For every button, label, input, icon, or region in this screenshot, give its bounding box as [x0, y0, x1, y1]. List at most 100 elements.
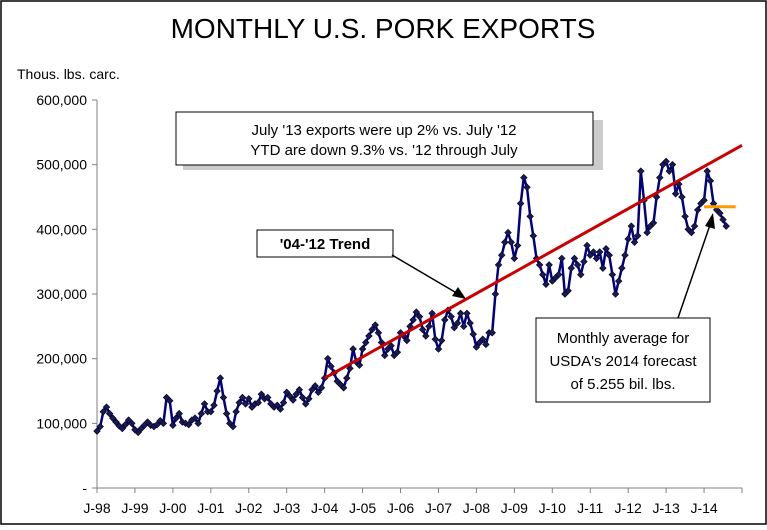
data-point [308, 385, 316, 394]
x-tick-label: J-12 [615, 500, 642, 516]
data-point [706, 177, 715, 185]
data-point [599, 264, 607, 272]
data-point [529, 232, 538, 240]
data-point [589, 248, 598, 256]
forecast-callout-arrow-line [677, 221, 712, 319]
data-point [567, 264, 575, 272]
y-tick-label: 500,000 [36, 157, 87, 173]
data-point [197, 409, 206, 418]
x-tick-label: J-00 [159, 500, 186, 516]
data-point [241, 400, 250, 408]
data-point [112, 418, 120, 426]
trend-callout: '04-'12 Trend [256, 229, 466, 299]
data-point [314, 388, 323, 397]
data-point [523, 183, 531, 192]
summary-text-line1: July '13 exports were up 2% vs. July '12 [251, 122, 516, 139]
data-point [358, 345, 367, 353]
data-point [349, 345, 357, 353]
x-tick-label: J-06 [387, 500, 414, 516]
data-point [624, 235, 632, 243]
forecast-callout: Monthly average for USDA's 2014 forecast… [535, 213, 715, 403]
x-tick-label: J-03 [273, 500, 300, 516]
data-point [456, 309, 465, 318]
data-point [497, 251, 506, 259]
data-point [245, 395, 253, 403]
x-tick-label: J-04 [311, 500, 338, 516]
data-point [662, 157, 670, 166]
x-tick-label: J-98 [83, 500, 110, 516]
x-tick-label: J-08 [463, 500, 490, 516]
data-point [535, 261, 544, 269]
data-point [633, 232, 642, 240]
data-point [415, 312, 424, 321]
data-point [311, 382, 319, 390]
data-point [222, 409, 231, 418]
data-point [305, 395, 313, 403]
data-point [276, 405, 285, 413]
data-point [264, 393, 272, 402]
axes: - 100,000 200,000 300,000 400,000 500,000 600,… [36, 92, 743, 516]
data-point [595, 248, 604, 256]
data-point [592, 254, 601, 263]
data-point [93, 427, 101, 435]
x-tick-label: J-09 [501, 500, 528, 516]
data-point [254, 398, 262, 407]
data-point [279, 398, 288, 407]
data-point [649, 219, 658, 227]
x-tick-label: J-01 [197, 500, 224, 516]
data-point [671, 190, 680, 198]
data-point [207, 407, 215, 416]
data-point [605, 251, 613, 259]
forecast-text-line1: Monthly average for [557, 330, 690, 347]
data-point [545, 261, 553, 269]
data-point [295, 385, 304, 394]
data-point [668, 160, 677, 169]
data-point [121, 420, 130, 429]
y-tick-label: 100,000 [36, 415, 87, 431]
data-point [235, 398, 244, 407]
y-tick-label: - [82, 480, 87, 496]
y-tick-label: 200,000 [36, 351, 87, 367]
data-point [118, 424, 127, 433]
data-point [564, 287, 572, 295]
data-point [460, 322, 468, 331]
data-point [441, 316, 449, 324]
data-point [570, 254, 579, 263]
data-point [134, 428, 142, 437]
data-point [380, 351, 389, 360]
data-point [418, 325, 427, 334]
data-point [526, 212, 534, 221]
summary-callout-box [175, 111, 594, 166]
data-point [431, 335, 440, 343]
data-point [513, 241, 522, 250]
data-point [542, 280, 550, 289]
data-point [282, 388, 291, 397]
data-point [611, 290, 620, 298]
data-point [608, 270, 617, 279]
data-point [510, 254, 519, 263]
data-point [719, 215, 727, 224]
data-point [422, 332, 430, 340]
data-point [273, 401, 281, 409]
x-tick-label: J-11 [577, 500, 603, 516]
x-tick-label: J-14 [690, 500, 717, 516]
data-point [700, 196, 708, 204]
data-point [678, 193, 686, 201]
data-point [159, 419, 168, 428]
data-point [257, 390, 266, 398]
data-point [583, 241, 591, 250]
data-point [292, 390, 300, 398]
data-point [501, 238, 509, 246]
y-axis-label: Thous. lbs. carc. [17, 66, 120, 82]
data-point [219, 393, 228, 402]
data-series [93, 157, 730, 437]
data-point [387, 342, 395, 350]
data-point [554, 270, 563, 279]
data-point [301, 400, 310, 408]
trend-callout-box [256, 229, 394, 258]
data-point [637, 167, 645, 175]
data-point [194, 419, 202, 428]
data-point [365, 332, 373, 340]
data-point [630, 238, 639, 246]
